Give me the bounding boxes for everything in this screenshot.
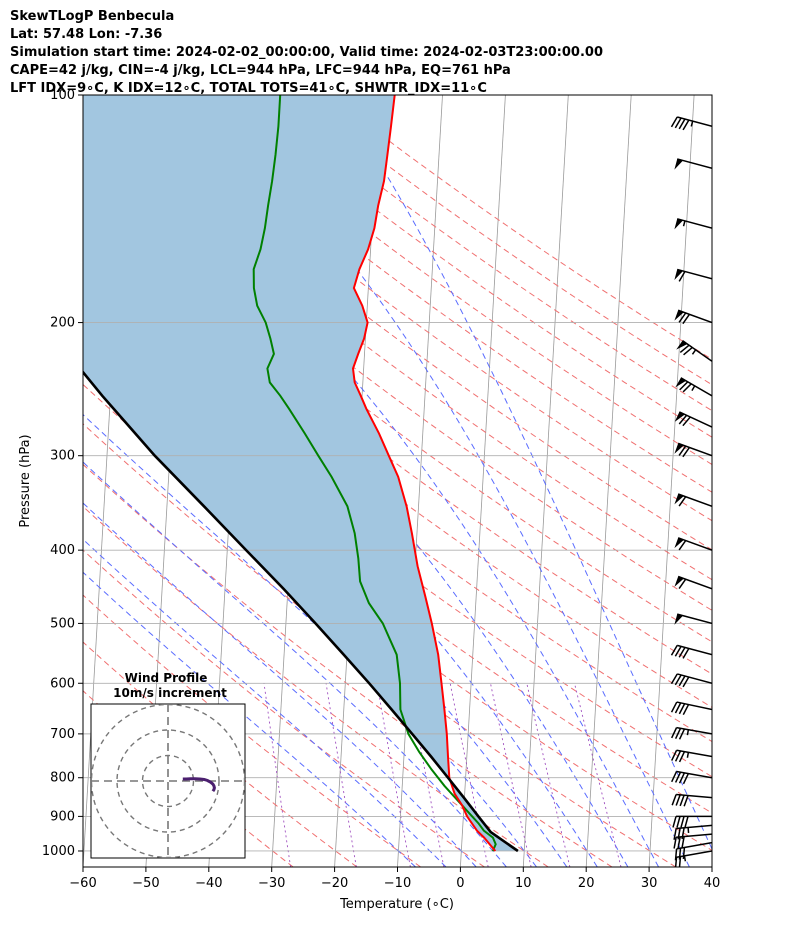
- hodograph-ring: [116, 729, 220, 833]
- moist-adiabat: [83, 461, 507, 867]
- isotherm: [648, 95, 695, 867]
- y-tick-label: 100: [50, 88, 75, 103]
- parcel-line: [83, 370, 519, 853]
- isotherm: [0, 95, 2, 867]
- moist-adiabat: [83, 290, 598, 867]
- y-tick-label: 800: [50, 771, 75, 786]
- hodograph-ring: [141, 754, 195, 808]
- dewpoint-line: [252, 95, 497, 852]
- dry-adiabat: [83, 108, 712, 581]
- wind-barb: [670, 644, 712, 659]
- wind-barb: [674, 309, 712, 325]
- hodograph-title: Wind Profile: [125, 671, 208, 685]
- x-tick-label: −50: [132, 876, 159, 891]
- indices-line: LFT IDX=9∘C, K IDX=12∘C, TOTAL TOTS=41∘C…: [10, 81, 487, 96]
- moist-adiabat: [83, 502, 477, 867]
- hodograph-subtitle: 10m/s increment: [113, 686, 227, 700]
- x-tick-label: −10: [384, 876, 411, 891]
- dry-adiabat: [165, 95, 712, 493]
- dry-adiabat: [132, 95, 712, 522]
- x-tick-label: 0: [456, 876, 464, 891]
- x-tick-label: 30: [641, 876, 658, 891]
- x-tick-label: 10: [515, 876, 532, 891]
- wind-barb: [674, 575, 712, 590]
- mixing-ratio-line: [449, 683, 489, 867]
- wind-barb: [674, 411, 712, 428]
- wind-barb: [672, 815, 712, 828]
- wind-profile-hodograph: Wind Profile 10m/s increment: [90, 671, 246, 859]
- mixing-ratio-line: [376, 683, 411, 867]
- wind-barb: [670, 116, 712, 131]
- isotherm: [711, 860, 712, 867]
- wind-barb: [675, 377, 712, 397]
- wind-barb: [674, 442, 712, 458]
- x-tick-label: −40: [195, 876, 222, 891]
- y-tick-label: 500: [50, 616, 75, 631]
- wind-barb: [676, 339, 712, 362]
- mixing-ratio-line: [408, 683, 445, 867]
- hodograph-ring: [91, 704, 245, 858]
- moist-adiabat: [203, 95, 690, 867]
- chart-header: SkewTLogP Benbecula Lat: 57.48 Lon: -7.3…: [10, 8, 603, 98]
- wind-barb: [671, 770, 712, 785]
- y-tick-label: 400: [50, 543, 75, 558]
- y-tick-label: 200: [50, 316, 75, 331]
- dry-adiabat: [83, 594, 421, 867]
- cape-area: [83, 95, 518, 851]
- y-tick-label: 700: [50, 727, 75, 742]
- x-axis-label: Temperature (∘C): [339, 897, 454, 912]
- x-tick-label: −20: [321, 876, 348, 891]
- wind-barb: [674, 841, 712, 861]
- time-line: Simulation start time: 2024-02-02_00:00:…: [10, 45, 603, 60]
- dry-adiabat: [100, 95, 712, 551]
- wind-barb: [674, 493, 712, 508]
- dry-adiabat: [83, 641, 358, 867]
- dry-adiabat: [83, 549, 485, 867]
- hodograph-trace: [182, 777, 216, 793]
- wind-barb: [673, 824, 712, 840]
- x-tick-label: 20: [578, 876, 595, 891]
- wind-barb: [671, 749, 712, 763]
- y-tick-label: 900: [50, 809, 75, 824]
- mixing-ratio-line: [526, 683, 571, 867]
- wind-barb: [674, 537, 712, 551]
- y-tick-label: 300: [50, 449, 75, 464]
- wind-barb: [674, 218, 712, 230]
- isotherm: [460, 95, 506, 867]
- wind-barb: [674, 613, 712, 625]
- chart-title: SkewTLogP Benbecula: [10, 9, 175, 24]
- y-axis-label: Pressure (hPa): [18, 434, 33, 527]
- wind-barb: [670, 701, 712, 716]
- parameters-line: CAPE=42 j/kg, CIN=-4 j/kg, LCL=944 hPa, …: [10, 63, 511, 78]
- mixing-ratio-line: [490, 683, 532, 867]
- x-tick-label: −60: [69, 876, 96, 891]
- x-tick-label: 40: [704, 876, 721, 891]
- y-tick-label: 1000: [42, 844, 75, 859]
- x-tick-label: −30: [258, 876, 285, 891]
- mixing-ratio-line: [325, 683, 357, 867]
- isotherm: [522, 95, 569, 867]
- wind-barb: [674, 158, 712, 170]
- moist-adiabat: [83, 538, 447, 867]
- moist-adiabat: [83, 105, 660, 867]
- isotherm: [585, 95, 632, 867]
- wind-barb: [674, 850, 712, 867]
- mixing-ratio-line: [574, 683, 622, 867]
- wind-barb: [674, 268, 712, 282]
- mixing-ratio-line: [263, 683, 292, 867]
- wind-barb: [671, 726, 712, 740]
- location-line: Lat: 57.48 Lon: -7.36: [10, 27, 163, 42]
- wind-barb: [671, 793, 712, 807]
- isotherm: [397, 95, 443, 867]
- y-tick-label: 600: [50, 676, 75, 691]
- wind-barb: [670, 673, 712, 688]
